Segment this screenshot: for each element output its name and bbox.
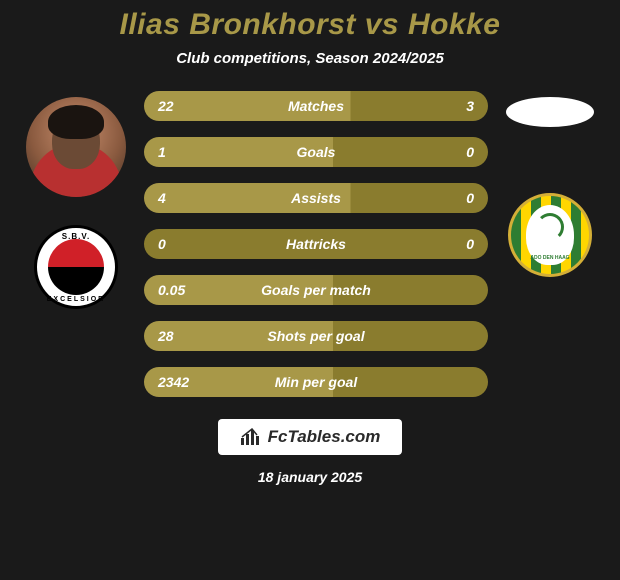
stat-row-min-per-goal: 2342 Min per goal [144, 367, 488, 397]
stat-right-value: 0 [430, 190, 474, 206]
stat-left-value: 22 [158, 98, 202, 114]
stat-row-matches: 22 Matches 3 [144, 91, 488, 121]
brand-text: FcTables.com [268, 427, 381, 447]
ado-inner-icon: ADO DEN HAAG [526, 205, 574, 265]
footer-date: 18 january 2025 [258, 469, 362, 485]
stat-label: Hattricks [202, 236, 430, 252]
stat-left-value: 0.05 [158, 282, 202, 298]
page-subtitle: Club competitions, Season 2024/2025 [176, 50, 444, 67]
stat-label: Assists [202, 190, 430, 206]
stat-right-value: 0 [430, 236, 474, 252]
stat-row-goals-per-match: 0.05 Goals per match [144, 275, 488, 305]
stat-label: Goals per match [202, 282, 430, 298]
stat-row-hattricks: 0 Hattricks 0 [144, 229, 488, 259]
stat-left-value: 4 [158, 190, 202, 206]
page-title: Ilias Bronkhorst vs Hokke [120, 8, 501, 42]
stat-label: Goals [202, 144, 430, 160]
club-right-badge: ADO DEN HAAG [508, 193, 592, 277]
player-left-avatar [26, 97, 126, 197]
club-left-text-bottom: EXCELSIOR [37, 296, 115, 303]
club-left-badge: S.B.V. EXCELSIOR [34, 225, 118, 309]
avatar-hair [48, 105, 104, 139]
stat-left-value: 28 [158, 328, 202, 344]
stat-left-value: 0 [158, 236, 202, 252]
stat-left-value: 2342 [158, 374, 202, 390]
main-area: S.B.V. EXCELSIOR 22 Matches 3 1 Goals 0 … [0, 91, 620, 397]
left-column: S.B.V. EXCELSIOR [26, 91, 126, 309]
stat-label: Matches [202, 98, 430, 114]
player-right-avatar-placeholder [506, 97, 594, 127]
stat-row-shots-per-goal: 28 Shots per goal [144, 321, 488, 351]
stat-row-goals: 1 Goals 0 [144, 137, 488, 167]
stat-label: Shots per goal [202, 328, 430, 344]
stork-icon [536, 213, 564, 241]
stat-row-assists: 4 Assists 0 [144, 183, 488, 213]
stat-right-value: 3 [430, 98, 474, 114]
stat-right-value: 0 [430, 144, 474, 160]
excelsior-inner-icon [48, 239, 104, 295]
comparison-card: Ilias Bronkhorst vs Hokke Club competiti… [0, 0, 620, 580]
stat-label: Min per goal [202, 374, 430, 390]
right-column: ADO DEN HAAG [506, 91, 594, 277]
stats-column: 22 Matches 3 1 Goals 0 4 Assists 0 0 Hat… [144, 91, 488, 397]
brand-badge[interactable]: FcTables.com [218, 419, 403, 455]
club-right-text: ADO DEN HAAG [526, 256, 574, 261]
stat-left-value: 1 [158, 144, 202, 160]
bar-chart-icon [240, 428, 262, 446]
